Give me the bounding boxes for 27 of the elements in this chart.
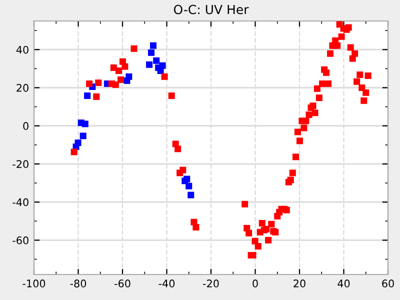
x-tick-label: -40	[158, 280, 175, 288]
y-tick-label: -60	[12, 236, 28, 244]
chart-title: O-C: UV Her	[174, 4, 249, 14]
y-tick-label: -40	[12, 198, 28, 206]
point	[126, 73, 132, 80]
point	[159, 62, 166, 69]
x-tick-label: -60	[114, 280, 130, 288]
x-tick-label: -100	[22, 280, 46, 288]
x-tick-label: 60	[382, 280, 394, 288]
y-tick-label: 20	[16, 84, 28, 92]
point	[80, 132, 86, 140]
x-tick-label: 0	[252, 280, 258, 288]
y-tick-label: -20	[12, 160, 28, 168]
y-tick-label: 0	[23, 122, 28, 130]
x-tick-label: -80	[70, 280, 86, 288]
point	[186, 182, 192, 190]
x-tick-label: -20	[203, 280, 219, 288]
y-tick-label: 40	[16, 46, 28, 54]
point	[146, 61, 153, 68]
point	[82, 120, 88, 128]
point	[188, 192, 194, 198]
point	[84, 92, 91, 99]
x-tick-label: 20	[294, 280, 306, 288]
x-tick-label: 40	[338, 280, 350, 288]
point	[148, 49, 155, 56]
point	[150, 42, 157, 49]
point	[153, 57, 160, 64]
